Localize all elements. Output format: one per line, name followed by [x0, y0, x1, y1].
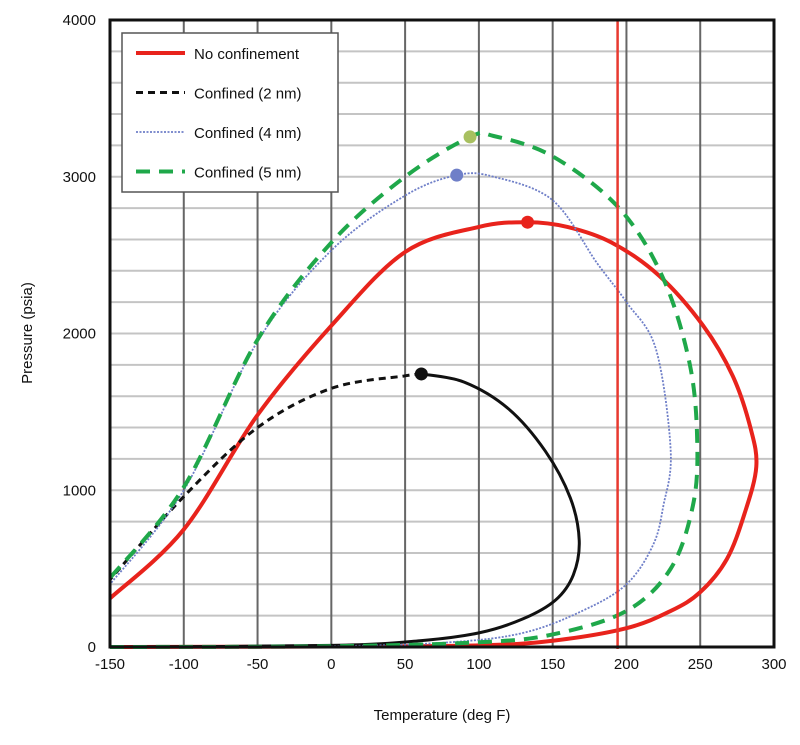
y-tick-label: 4000: [63, 12, 96, 29]
legend-label: Confined (2 nm): [194, 86, 302, 103]
x-tick-label: 250: [688, 656, 713, 673]
legend-box: [121, 32, 339, 193]
legend-label: Confined (4 nm): [194, 125, 302, 142]
y-tick-label: 0: [88, 639, 96, 656]
x-tick-label: 50: [397, 656, 414, 673]
series-line-solid-part: [109, 372, 581, 649]
x-tick-label: -100: [169, 656, 199, 673]
series-line-dashed-part: [108, 372, 422, 581]
x-tick-label: 150: [540, 656, 565, 673]
plot-border: [108, 18, 776, 649]
y-tick-label: 3000: [63, 169, 96, 186]
tick-labels: -150 -100 -50 0 50 100 150 200 250 30001000200030…: [63, 12, 787, 673]
series-line: [109, 172, 672, 648]
x-axis-label: Temperature (deg F): [374, 707, 511, 724]
legend-label: No confinement: [194, 46, 300, 63]
x-tick-label: -50: [247, 656, 269, 673]
critical-point-marker: [521, 215, 535, 229]
grid: [109, 19, 775, 648]
x-tick-label: 100: [466, 656, 491, 673]
x-tick-label: 200: [614, 656, 639, 673]
y-axis-label: Pressure (psia): [19, 282, 36, 384]
critical-point-marker: [463, 130, 477, 144]
x-tick-label: -150: [95, 656, 125, 673]
legend-label: Confined (5 nm): [194, 165, 302, 182]
x-tick-label: 0: [327, 656, 335, 673]
critical-point-marker: [450, 168, 464, 182]
curves: [108, 20, 759, 649]
x-tick-label: 300: [761, 656, 786, 673]
y-tick-label: 2000: [63, 326, 96, 343]
series-line: [108, 130, 700, 649]
series-line: [108, 220, 759, 649]
y-tick-label: 1000: [63, 482, 96, 499]
critical-point-marker: [414, 367, 428, 381]
legend: No confinement Confined (2 nm) Confined (4…: [121, 32, 339, 193]
